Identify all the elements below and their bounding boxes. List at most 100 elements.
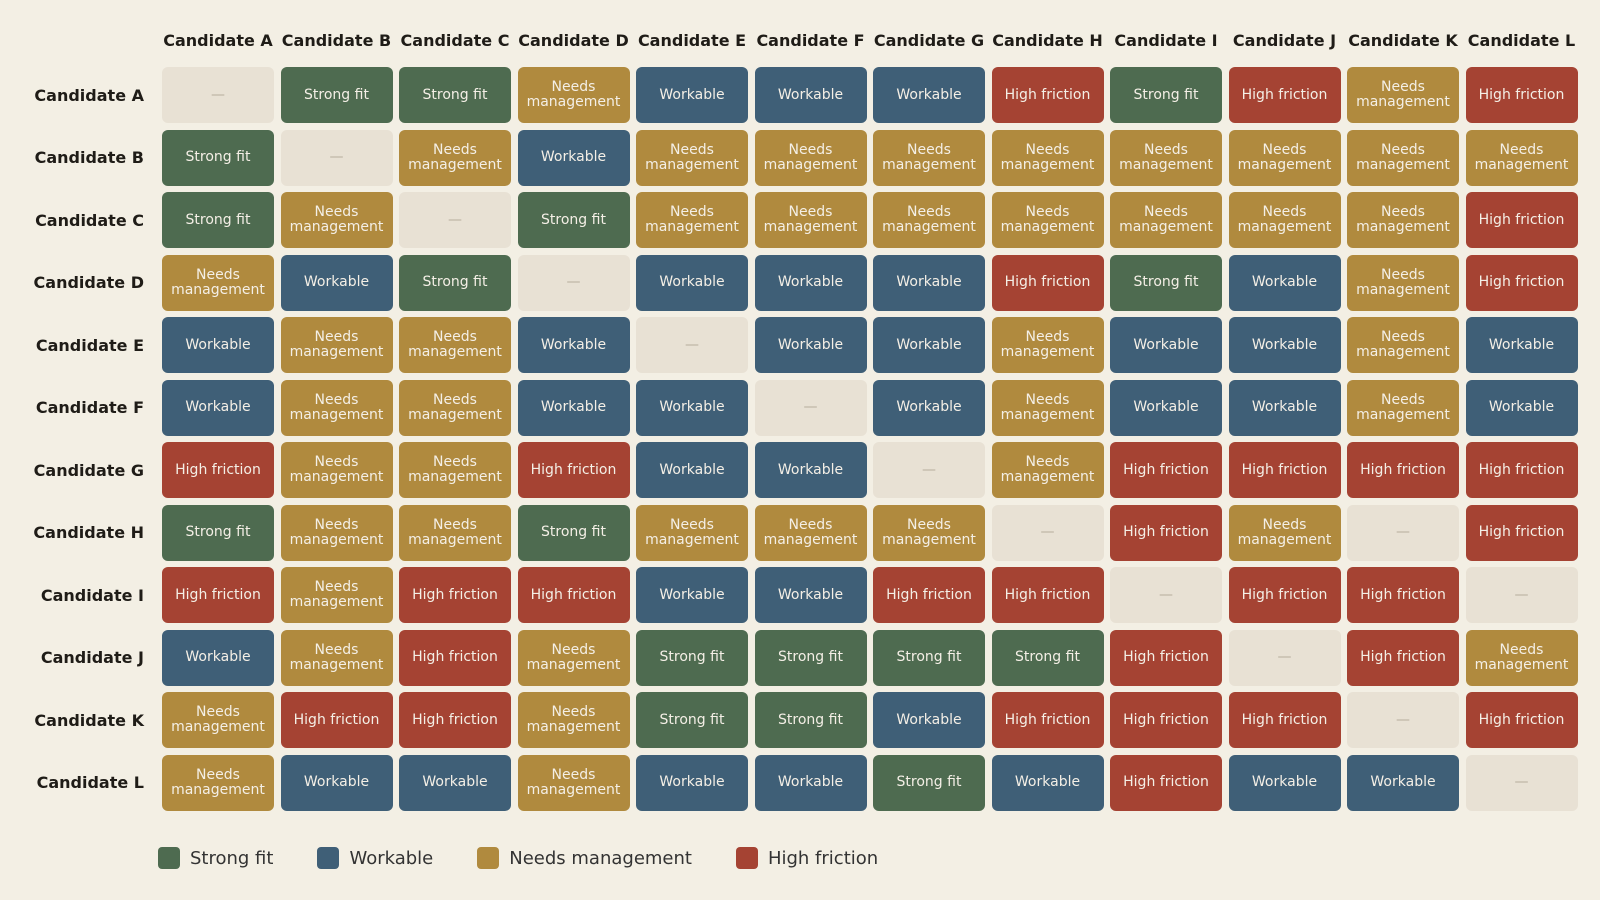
matrix-cell: High friction (517, 567, 630, 623)
matrix-cell: Needs management (1465, 629, 1578, 686)
matrix-cell: Workable (636, 254, 748, 311)
matrix-cell: Workable (636, 379, 748, 436)
matrix-cell: — (1347, 692, 1459, 748)
legend-swatch (317, 847, 340, 869)
matrix-cell: High friction (1347, 629, 1459, 686)
matrix-cell: High friction (991, 67, 1104, 123)
matrix-cell: Workable (517, 379, 630, 436)
matrix-cell: High friction (991, 692, 1104, 748)
matrix-cell: — (754, 379, 867, 436)
column-header: Candidate I (1114, 31, 1218, 50)
matrix-cell: Needs management (1110, 129, 1222, 186)
matrix-cell: Strong fit (517, 192, 630, 248)
column-header: Candidate B (281, 31, 392, 50)
matrix-cell: — (991, 504, 1104, 561)
matrix-cell: Workable (399, 754, 511, 811)
matrix-cell: — (636, 317, 748, 373)
matrix-cell: Workable (636, 442, 748, 498)
matrix-cell: Needs management (1347, 379, 1459, 436)
matrix-cell: Workable (754, 442, 867, 498)
matrix-cell: — (1228, 629, 1341, 686)
matrix-cell: Workable (1228, 379, 1341, 436)
matrix-cell: Strong fit (754, 629, 867, 686)
matrix-cell: — (1465, 567, 1578, 623)
matrix-cell: Workable (162, 379, 274, 436)
matrix-cell: Strong fit (399, 67, 511, 123)
matrix-cell: Strong fit (517, 504, 630, 561)
matrix-cell: High friction (162, 442, 274, 498)
matrix-cell: Workable (280, 254, 393, 311)
matrix-cell: Needs management (1228, 129, 1341, 186)
column-header: Candidate G (873, 31, 985, 50)
matrix-cell: High friction (1110, 442, 1222, 498)
column-header: Candidate C (400, 31, 510, 50)
matrix-cell: Workable (754, 67, 867, 123)
matrix-cell: Strong fit (162, 129, 274, 186)
legend-item: High friction (735, 847, 879, 869)
matrix-cell: High friction (1110, 692, 1222, 748)
matrix-cell: Needs management (636, 129, 748, 186)
matrix-cell: Strong fit (1110, 254, 1222, 311)
matrix-cell: Needs management (754, 192, 867, 248)
matrix-cell: — (1110, 567, 1222, 623)
matrix-cell: Strong fit (754, 692, 867, 748)
matrix-cell: Needs management (162, 254, 274, 311)
matrix-cell: Needs management (991, 379, 1104, 436)
matrix-cell: High friction (1347, 567, 1459, 623)
matrix-cell: Strong fit (399, 254, 511, 311)
matrix-cell: High friction (1228, 567, 1341, 623)
row-header: Candidate I (40, 585, 144, 605)
matrix-cell: High friction (399, 692, 511, 748)
matrix-cell: Needs management (517, 629, 630, 686)
matrix-cell: Needs management (1110, 192, 1222, 248)
matrix-cell: High friction (399, 629, 511, 686)
row-header: Candidate B (34, 148, 144, 167)
column-header: Candidate E (637, 31, 747, 50)
matrix-cell: Needs management (1347, 67, 1459, 123)
legend-label: Needs management (509, 847, 692, 869)
matrix-cell: High friction (991, 254, 1104, 311)
matrix-cell: Needs management (280, 317, 393, 373)
column-header: Candidate K (1348, 31, 1458, 50)
row-header: Candidate E (35, 335, 144, 355)
matrix-cell: Needs management (399, 442, 511, 498)
matrix-cell: Workable (1347, 754, 1459, 811)
legend-swatch (477, 847, 500, 869)
matrix-cell: High friction (1110, 754, 1222, 811)
matrix-cell: Strong fit (636, 692, 748, 748)
matrix-cell: High friction (1228, 442, 1341, 498)
row-header: Candidate C (35, 210, 144, 230)
matrix-cell: Needs management (1465, 129, 1578, 186)
matrix-cell: Workable (873, 379, 985, 436)
matrix-cell: Strong fit (991, 629, 1104, 686)
matrix-cell: Needs management (991, 129, 1104, 186)
column-header: Candidate A (163, 31, 273, 50)
matrix-cell: High friction (991, 567, 1104, 623)
matrix-cell: Needs management (399, 379, 511, 436)
matrix-cell: Needs management (280, 379, 393, 436)
matrix-cell: High friction (1465, 442, 1578, 498)
legend-label: High friction (767, 847, 879, 869)
matrix-cell: Workable (636, 754, 748, 811)
matrix-cell: High friction (517, 442, 630, 498)
matrix-cell: — (873, 442, 985, 498)
matrix-cell: High friction (873, 567, 985, 623)
matrix-cell: Workable (1228, 254, 1341, 311)
matrix-cell: Needs management (636, 504, 748, 561)
matrix-cell: Needs management (1228, 504, 1341, 561)
matrix-cell: Workable (517, 129, 630, 186)
matrix-cell: Workable (873, 692, 985, 748)
matrix-cell: Needs management (1347, 254, 1459, 311)
matrix-cell: Needs management (1228, 192, 1341, 248)
matrix-cell: Needs management (162, 754, 274, 811)
matrix-cell: Needs management (1347, 129, 1459, 186)
row-header: Candidate J (40, 648, 144, 667)
matrix-cell: High friction (1110, 629, 1222, 686)
matrix-cell: Needs management (754, 129, 867, 186)
matrix-cell: Workable (636, 67, 748, 123)
column-header: Candidate H (992, 31, 1103, 50)
matrix-cell: Strong fit (280, 67, 393, 123)
matrix-cell: Needs management (636, 192, 748, 248)
matrix-cell: Needs management (280, 504, 393, 561)
matrix-cell: High friction (1228, 67, 1341, 123)
